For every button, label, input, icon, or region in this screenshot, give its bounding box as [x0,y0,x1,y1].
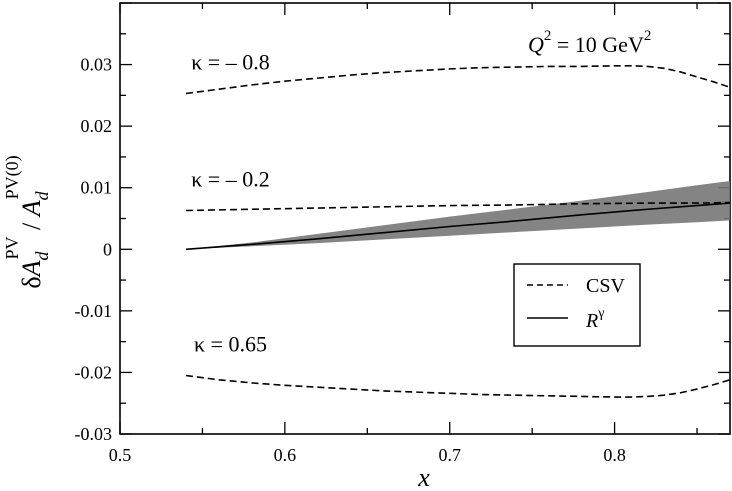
series-labels: κ = – 0.8 κ = – 0.2 κ = 0.65 [191,50,270,357]
q2-annotation: Q2 = 10 GeV2 [528,28,651,57]
x-tick-label: 0.7 [438,445,461,465]
kappa-label: κ = – 0.2 [191,166,270,191]
y-tick-label: 0.02 [81,116,113,136]
rgamma-uncertainty-band [185,180,730,250]
csv-line [185,201,730,212]
legend-label-rgamma: Rγ [585,306,604,332]
legend-box [513,263,641,347]
csv-line [185,65,730,95]
kappa-label: κ = – 0.8 [191,50,270,75]
csv-line [185,374,730,398]
y-tick-label: 0 [103,239,112,259]
x-axis-title: x [417,463,430,491]
y-tick-label: -0.01 [75,301,113,321]
series-group [185,65,730,398]
y-tick-label: 0.03 [81,55,113,75]
y-tick-label: -0.03 [75,424,113,444]
x-tick-labels: 0.5 0.6 0.7 0.8 [109,445,626,465]
y-axis-title: δAdPV / AdPV(0) [2,155,52,288]
x-tick-label: 0.5 [109,445,132,465]
y-tick-labels: -0.03 -0.02 -0.01 0 0.01 0.02 0.03 [75,55,113,444]
x-tick-label: 0.8 [603,445,626,465]
rgamma-line [185,202,730,251]
x-tick-label: 0.6 [274,445,297,465]
axis-ticks [119,2,730,435]
y-tick-label: 0.01 [81,178,113,198]
kappa-label: κ = 0.65 [194,332,267,357]
legend: CSV Rγ [513,263,641,347]
legend-label-csv: CSV [586,275,625,297]
y-tick-label: -0.02 [75,362,113,382]
